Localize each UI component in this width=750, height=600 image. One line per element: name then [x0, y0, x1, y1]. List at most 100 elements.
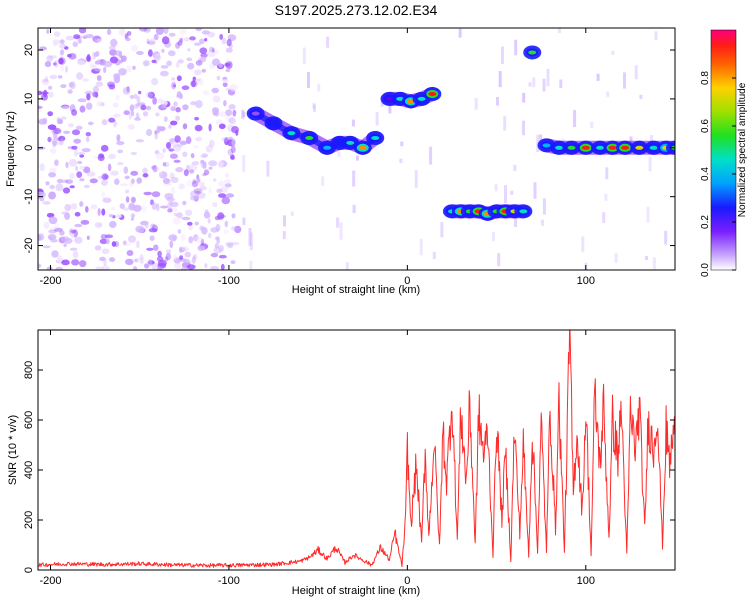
noise-speckle — [225, 193, 235, 198]
noise-speckle — [86, 171, 96, 177]
noise-speckle — [180, 233, 186, 241]
streak-mark — [605, 167, 609, 180]
noise-speckle — [168, 234, 178, 242]
noise-speckle — [130, 217, 134, 221]
noise-speckle — [191, 80, 196, 88]
noise-speckle — [54, 222, 59, 230]
noise-speckle — [47, 54, 53, 61]
noise-speckle — [53, 127, 62, 135]
noise-speckle — [130, 213, 136, 219]
noise-speckle — [86, 93, 91, 101]
noise-speckle — [128, 124, 135, 130]
noise-speckle — [133, 93, 138, 100]
noise-speckle — [110, 170, 119, 176]
noise-speckle — [157, 250, 162, 258]
chart-title: S197.2025.273.12.02.E34 — [275, 2, 438, 18]
noise-speckle — [65, 35, 75, 41]
noise-speckle — [86, 136, 90, 143]
noise-speckle — [97, 208, 101, 216]
noise-speckle — [201, 30, 210, 35]
x-tick-label: -100 — [218, 275, 240, 287]
noise-speckle — [173, 101, 178, 107]
noise-speckle — [175, 115, 181, 121]
noise-speckle — [136, 177, 142, 184]
noise-speckle — [212, 178, 217, 182]
streak-mark — [533, 182, 537, 199]
noise-speckle — [136, 257, 145, 263]
track-point — [287, 131, 296, 136]
noise-speckle — [118, 68, 127, 76]
noise-speckle — [204, 263, 208, 268]
streak-mark — [248, 227, 252, 246]
streak-mark — [458, 28, 462, 38]
noise-speckle — [77, 98, 87, 103]
noise-speckle — [46, 266, 53, 270]
streak-mark — [321, 176, 325, 186]
noise-speckle — [202, 90, 210, 96]
noise-speckle — [218, 244, 225, 252]
noise-speckle — [179, 29, 187, 35]
track-point — [346, 140, 355, 145]
colorbar-label: Normalized spectral amplitude — [737, 82, 748, 217]
noise-speckle — [176, 75, 182, 82]
x-tick-label: -100 — [218, 575, 240, 587]
track-point — [555, 145, 564, 150]
noise-speckle — [212, 111, 218, 116]
noise-speckle — [181, 85, 190, 90]
spectrogram-frame — [37, 27, 676, 271]
noise-speckle — [205, 144, 213, 153]
colorbar-tick-label: 0.8 — [700, 71, 711, 85]
noise-speckle — [112, 102, 119, 108]
noise-speckle — [171, 141, 178, 148]
noise-speckle — [194, 69, 202, 76]
noise-speckle — [217, 212, 225, 220]
noise-speckle — [100, 144, 109, 152]
noise-speckle — [163, 116, 168, 123]
noise-speckle — [148, 38, 156, 46]
noise-speckle — [231, 213, 236, 219]
noise-speckle — [63, 243, 67, 247]
streak-mark — [492, 232, 495, 242]
noise-speckle — [53, 227, 63, 232]
snr-marks-layer — [38, 330, 675, 568]
noise-speckle — [85, 206, 89, 213]
noise-speckle — [110, 38, 118, 47]
noise-speckle — [220, 263, 225, 270]
noise-speckle — [161, 36, 170, 45]
noise-speckle — [157, 266, 161, 270]
noise-speckle — [192, 255, 196, 264]
noise-speckle — [97, 154, 105, 162]
noise-speckle — [65, 179, 74, 184]
noise-speckle — [115, 94, 120, 101]
noise-speckle — [55, 266, 64, 270]
x-tick-label: 100 — [577, 575, 595, 587]
noise-speckle — [225, 58, 230, 65]
noise-speckle — [223, 100, 227, 107]
streak-mark — [429, 146, 433, 165]
streak-mark — [339, 222, 343, 240]
noise-speckle — [59, 43, 67, 49]
streak-mark — [312, 102, 316, 109]
noise-speckle — [79, 260, 87, 268]
streak-mark — [513, 164, 517, 172]
noise-speckle — [73, 138, 81, 144]
streak-mark — [375, 112, 379, 126]
noise-speckle — [137, 228, 145, 233]
noise-speckle — [188, 224, 193, 231]
noise-speckle — [56, 255, 63, 263]
noise-speckle — [165, 252, 171, 261]
noise-speckle — [217, 160, 224, 169]
noise-speckle — [179, 246, 183, 253]
noise-speckle — [108, 153, 116, 160]
noise-speckle — [49, 167, 57, 173]
noise-speckle — [191, 180, 199, 188]
noise-speckle — [130, 178, 135, 184]
noise-speckle — [65, 65, 68, 73]
noise-speckle — [194, 78, 201, 82]
noise-speckle — [199, 38, 205, 45]
y-tick-label: -10 — [23, 189, 35, 205]
noise-speckle — [113, 73, 121, 80]
noise-speckle — [103, 66, 107, 74]
noise-speckle — [67, 89, 73, 94]
